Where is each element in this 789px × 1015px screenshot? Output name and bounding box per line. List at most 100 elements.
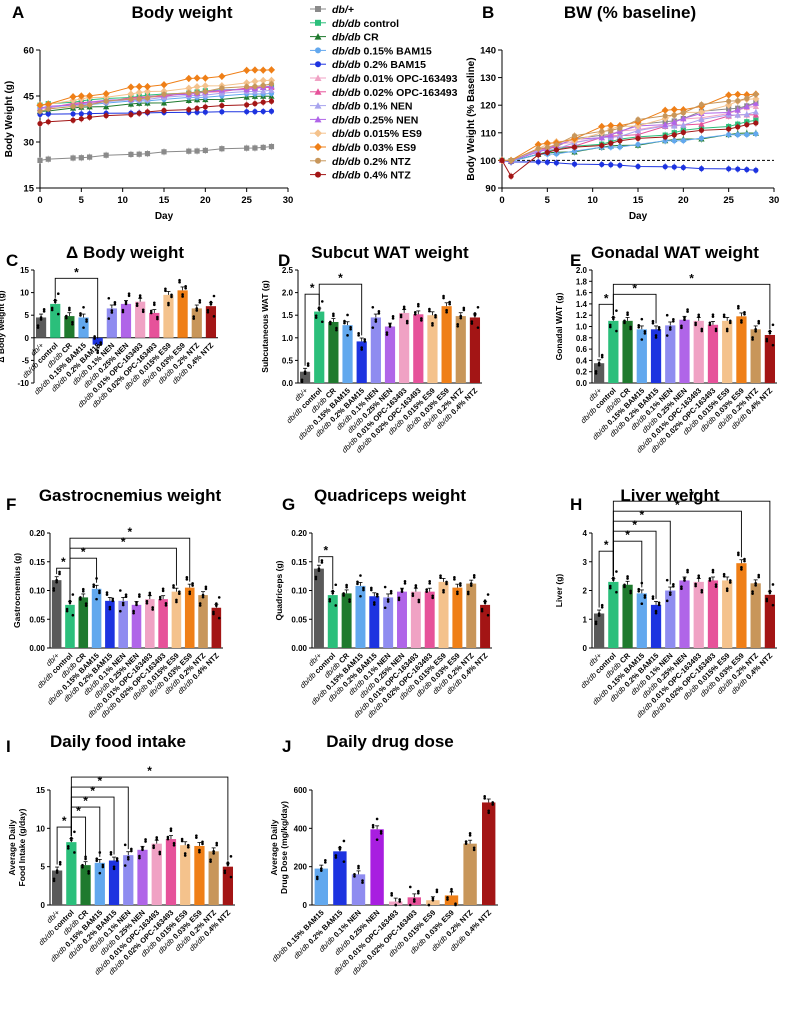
series-point xyxy=(544,159,550,165)
data-point xyxy=(164,287,167,291)
bar-group xyxy=(123,843,134,905)
bar xyxy=(370,829,384,905)
y-tick-label: 400 xyxy=(294,824,308,833)
data-point xyxy=(167,301,170,305)
bar xyxy=(410,591,421,648)
bar xyxy=(180,845,191,905)
data-point xyxy=(81,587,85,591)
data-point xyxy=(148,591,152,595)
bracket-line xyxy=(318,556,334,590)
data-point xyxy=(223,869,227,873)
data-point xyxy=(728,579,732,582)
bar-group xyxy=(693,574,704,648)
data-point xyxy=(629,325,632,329)
series-point xyxy=(45,119,51,125)
data-point xyxy=(708,321,712,325)
legend-entry: db/db 0.1% NEN xyxy=(310,101,413,113)
significance-star: * xyxy=(61,555,66,569)
data-point xyxy=(740,319,743,322)
data-point xyxy=(425,590,429,593)
data-point xyxy=(149,311,153,315)
legend-marker xyxy=(314,115,322,123)
bar xyxy=(198,595,208,648)
data-point xyxy=(391,315,395,318)
x-tick-label: 0 xyxy=(499,195,504,206)
series-point xyxy=(553,160,560,166)
data-point xyxy=(377,312,381,315)
y-tick-label: 2.5 xyxy=(282,266,294,275)
series-point xyxy=(251,77,259,85)
data-point xyxy=(371,326,375,329)
data-point xyxy=(448,300,451,304)
y-tick-label: 4 xyxy=(583,529,588,538)
data-point xyxy=(39,316,43,319)
data-point xyxy=(314,316,318,319)
series-point xyxy=(252,109,258,115)
data-point xyxy=(469,582,473,585)
y-tick-label: 45 xyxy=(23,92,34,103)
data-point xyxy=(164,601,168,605)
data-point xyxy=(594,372,598,375)
bar-group xyxy=(328,312,339,383)
data-point xyxy=(597,363,601,367)
data-point xyxy=(65,609,69,613)
data-point xyxy=(468,832,472,835)
data-point xyxy=(486,593,490,596)
bar-group xyxy=(205,294,217,338)
series-point xyxy=(617,138,623,144)
significance-star: * xyxy=(338,271,343,285)
data-point xyxy=(427,903,431,907)
data-point xyxy=(175,598,178,602)
data-point xyxy=(334,604,338,607)
bar xyxy=(427,315,438,383)
data-point xyxy=(754,328,757,331)
data-point xyxy=(417,304,420,308)
data-point xyxy=(58,862,62,866)
x-tick-label: 15 xyxy=(633,195,644,206)
y-tick-label: 120 xyxy=(480,101,496,112)
legend-entry: db/db 0.4% NTZ xyxy=(310,170,411,182)
data-point xyxy=(708,323,712,327)
data-point xyxy=(771,343,775,347)
data-point xyxy=(683,577,686,580)
data-point xyxy=(346,313,349,317)
bar xyxy=(413,314,424,383)
data-point xyxy=(374,318,378,321)
data-point xyxy=(192,317,196,320)
legend-label: db/db CR xyxy=(332,32,379,44)
data-point xyxy=(314,314,318,317)
data-point xyxy=(694,321,697,325)
series-point xyxy=(725,101,733,109)
series-point xyxy=(260,108,266,115)
bar xyxy=(622,584,633,648)
series-point xyxy=(87,102,93,108)
bar-group xyxy=(424,580,435,648)
data-point xyxy=(379,832,383,835)
bar-group xyxy=(94,851,105,905)
data-point xyxy=(711,570,715,574)
bar-group xyxy=(351,864,366,905)
data-point xyxy=(132,609,135,613)
y-tick-label: 1.5 xyxy=(282,311,294,320)
data-point xyxy=(212,852,215,855)
series-point xyxy=(698,166,705,172)
bar xyxy=(693,320,704,383)
bar-group xyxy=(650,595,662,648)
series-point xyxy=(671,164,677,170)
data-point xyxy=(743,557,746,561)
significance-star: * xyxy=(604,538,609,552)
data-point xyxy=(148,593,152,597)
data-point xyxy=(315,875,319,879)
series-point xyxy=(671,122,678,129)
data-point xyxy=(446,896,449,899)
data-point xyxy=(405,319,409,323)
data-point xyxy=(152,844,155,848)
data-point xyxy=(180,839,184,843)
bar xyxy=(105,600,115,648)
data-point xyxy=(728,581,732,584)
data-point xyxy=(101,863,105,867)
series-point xyxy=(571,133,578,139)
data-point xyxy=(84,602,88,605)
data-point xyxy=(615,590,618,594)
